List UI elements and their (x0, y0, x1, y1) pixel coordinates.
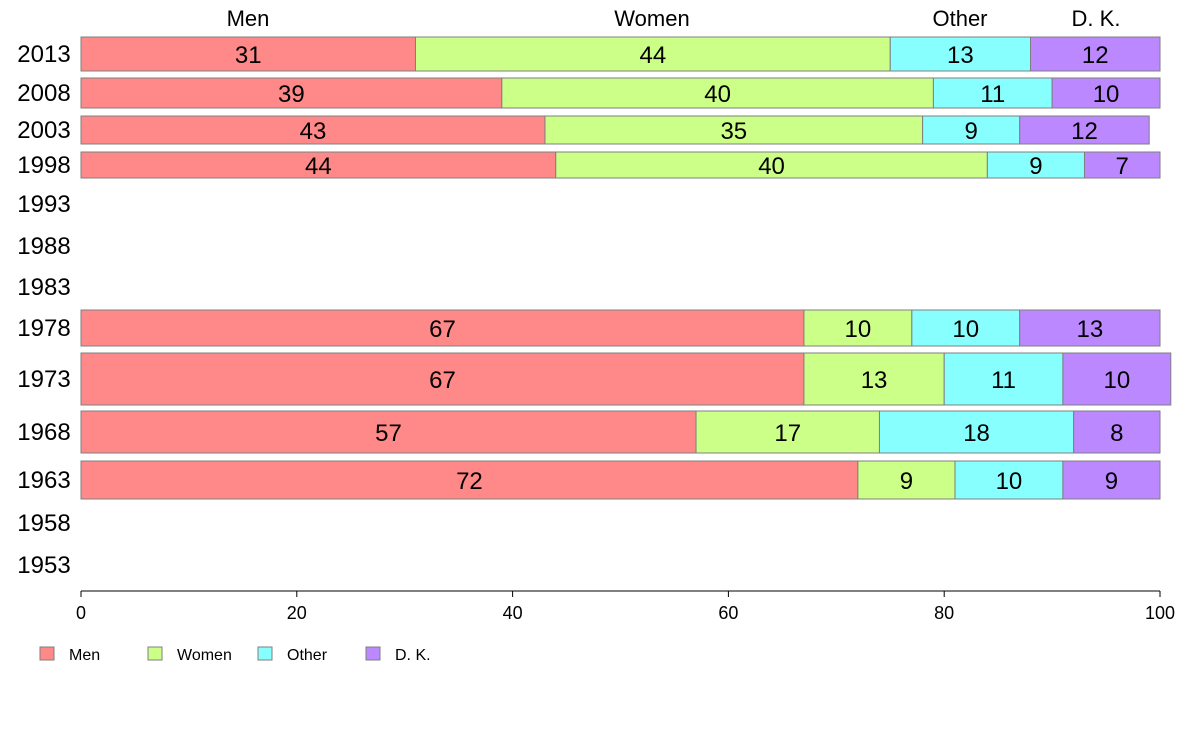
legend-label-other: Other (287, 647, 328, 664)
bar-label-women-1973: 13 (861, 367, 888, 394)
bar-women-1973 (803, 352, 945, 406)
legend-label-women: Women (177, 647, 232, 664)
bar-label-men-2003: 43 (300, 118, 327, 145)
x-tick-label-40: 40 (503, 603, 523, 623)
legend-swatch-women (147, 646, 163, 661)
bar-label-women-1963: 9 (900, 468, 913, 495)
bar-label-d-k-2008: 10 (1093, 81, 1120, 108)
legend-swatch-d-k (365, 646, 381, 661)
bar-label-women-2003: 35 (720, 118, 747, 145)
bar-label-men-1963: 72 (456, 468, 483, 495)
year-label-1953: 1953 (17, 552, 70, 579)
bar-label-other-1963: 10 (996, 468, 1023, 495)
bar-men-2013 (80, 36, 416, 72)
bar-women-1978 (803, 309, 913, 347)
bar-men-1998 (80, 151, 557, 179)
bar-men-2008 (80, 77, 503, 109)
bar-label-other-1978: 10 (952, 316, 979, 343)
bar-d-k-1963 (1062, 460, 1161, 500)
bar-label-women-1968: 17 (774, 420, 801, 447)
column-headers: Men Women Other D. K. (227, 6, 1121, 31)
bar-men-1968 (80, 410, 697, 454)
x-tick-label-0: 0 (76, 603, 86, 623)
bar-label-women-1978: 10 (845, 316, 872, 343)
bar-other-2013 (889, 36, 1032, 72)
year-label-1998: 1998 (17, 152, 70, 179)
bars: 31 44 13 12 39 40 11 10 43 35 9 12 44 40 9 7 67 10 10 13 67 1… (80, 36, 1172, 500)
bar-label-men-2008: 39 (278, 81, 305, 108)
year-label-2013: 2013 (17, 41, 70, 68)
bar-men-2003 (80, 115, 546, 145)
bar-women-2008 (501, 77, 934, 109)
bar-label-other-1968: 18 (963, 420, 990, 447)
bar-women-2013 (414, 36, 891, 72)
year-label-1958: 1958 (17, 510, 70, 537)
bar-d-k-2003 (1019, 115, 1150, 145)
bar-label-d-k-1963: 9 (1105, 468, 1118, 495)
year-label-1978: 1978 (17, 315, 70, 342)
bar-d-k-1978 (1019, 309, 1161, 347)
x-axis: 0 20 40 60 80 100 (76, 590, 1175, 623)
bar-label-d-k-1968: 8 (1110, 420, 1123, 447)
bar-label-other-2008: 11 (980, 81, 1005, 108)
bar-other-2008 (932, 77, 1053, 109)
bar-men-1963 (80, 460, 859, 500)
bar-label-men-1973: 67 (429, 367, 456, 394)
legend: Men Women Other D. K. (39, 646, 431, 664)
bar-other-1963 (954, 460, 1064, 500)
legend-swatch-other (257, 646, 273, 661)
bar-label-men-2013: 31 (235, 42, 262, 69)
legend-label-men: Men (69, 647, 100, 664)
year-label-1973: 1973 (17, 366, 70, 393)
column-header-men: Men (227, 6, 270, 31)
bar-label-women-1998: 40 (758, 153, 785, 180)
x-tick-label-100: 100 (1145, 603, 1175, 623)
bar-label-d-k-2003: 12 (1071, 118, 1098, 145)
year-label-1968: 1968 (17, 419, 70, 446)
bar-label-other-1998: 9 (1029, 153, 1042, 180)
bar-label-men-1998: 44 (305, 153, 332, 180)
year-label-1993: 1993 (17, 191, 70, 218)
year-label-1988: 1988 (17, 233, 70, 260)
bar-d-k-2013 (1030, 36, 1161, 72)
bar-d-k-1973 (1062, 352, 1172, 406)
bar-d-k-2008 (1051, 77, 1161, 109)
bar-label-women-2013: 44 (640, 42, 667, 69)
x-tick-label-60: 60 (718, 603, 738, 623)
bar-d-k-1968 (1073, 410, 1161, 454)
year-label-2003: 2003 (17, 117, 70, 144)
bar-label-d-k-1973: 10 (1103, 367, 1130, 394)
year-label-2008: 2008 (17, 80, 70, 107)
column-header-women: Women (614, 6, 689, 31)
bar-d-k-1998 (1083, 151, 1161, 179)
bar-label-d-k-2013: 12 (1082, 42, 1109, 69)
bar-label-men-1968: 57 (375, 420, 402, 447)
year-label-1983: 1983 (17, 274, 70, 301)
x-tick-label-20: 20 (287, 603, 307, 623)
bar-other-1978 (911, 309, 1021, 347)
bar-women-2003 (544, 115, 924, 145)
legend-label-d-k: D. K. (395, 647, 431, 664)
bar-men-1973 (80, 352, 805, 406)
year-label-1963: 1963 (17, 467, 70, 494)
bar-men-1978 (80, 309, 805, 347)
bar-other-1973 (943, 352, 1064, 406)
bar-label-men-1978: 67 (429, 316, 456, 343)
bar-other-1968 (878, 410, 1075, 454)
bar-women-1998 (555, 151, 988, 179)
x-tick-label-80: 80 (934, 603, 954, 623)
bar-label-women-2008: 40 (704, 81, 731, 108)
bar-label-other-2013: 13 (947, 42, 974, 69)
legend-swatch-men (39, 646, 55, 661)
bar-label-d-k-1998: 7 (1116, 153, 1129, 180)
bar-label-other-2003: 9 (964, 118, 977, 145)
column-header-other: Other (932, 6, 987, 31)
column-header-d-k: D. K. (1072, 6, 1121, 31)
year-labels: 2013 2008 2003 1998 1993 1988 1983 1978 1973 1968… (17, 41, 70, 579)
bar-label-d-k-1978: 13 (1077, 316, 1104, 343)
bar-label-other-1973: 11 (991, 367, 1016, 394)
